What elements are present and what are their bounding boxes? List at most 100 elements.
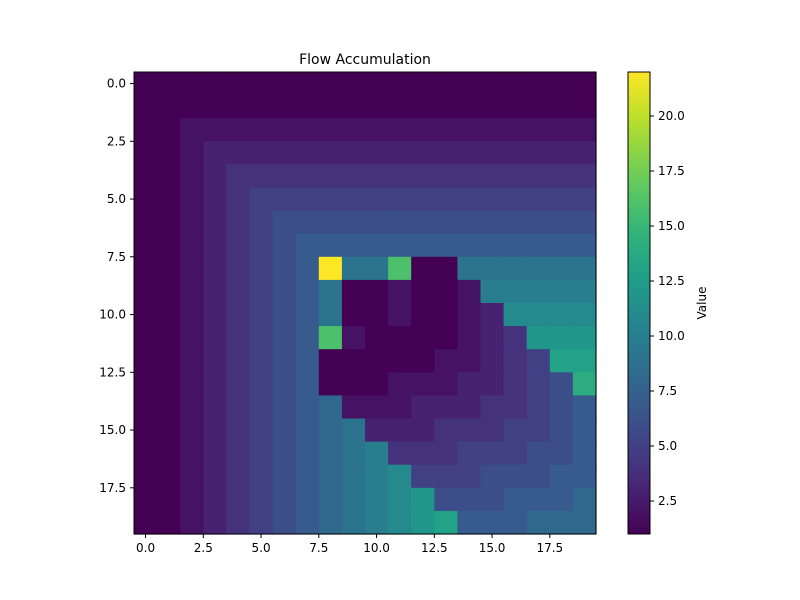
heatmap-cell — [411, 141, 435, 165]
heatmap-cell — [480, 372, 505, 396]
heatmap-cell — [526, 372, 551, 396]
heatmap-cell — [180, 372, 204, 396]
heatmap-cell — [295, 256, 320, 281]
heatmap-cell — [526, 256, 551, 281]
heatmap-cell — [503, 256, 528, 281]
heatmap-cell — [341, 326, 366, 350]
colorbar-label: Value — [695, 287, 709, 320]
heatmap-cell — [272, 303, 297, 327]
heatmap-cell — [457, 372, 482, 396]
heatmap-cell — [365, 303, 389, 327]
heatmap-cell — [480, 187, 505, 212]
heatmap-cell — [341, 395, 366, 420]
heatmap-cell — [434, 303, 458, 327]
heatmap-cell — [365, 487, 389, 512]
heatmap-cell — [180, 464, 204, 489]
heatmap-cell — [549, 395, 574, 420]
heatmap-cell — [526, 233, 551, 258]
heatmap-cell — [272, 256, 297, 281]
heatmap-cell — [157, 141, 181, 165]
heatmap-cell — [457, 72, 482, 96]
heatmap-cell — [134, 187, 158, 212]
heatmap-cell — [249, 279, 274, 304]
heatmap-cell — [365, 233, 389, 258]
heatmap-cell — [388, 118, 412, 142]
heatmap-cell — [411, 256, 435, 281]
heatmap-cell — [295, 233, 320, 258]
heatmap-cell — [180, 395, 204, 420]
heatmap-cell — [365, 441, 389, 466]
heatmap-cell — [341, 95, 366, 119]
x-tick-label: 10.0 — [363, 541, 390, 555]
heatmap-cell — [434, 418, 458, 443]
heatmap-cell — [388, 233, 412, 258]
heatmap-cell — [272, 441, 297, 466]
heatmap-cell — [549, 118, 574, 142]
heatmap-cell — [434, 372, 458, 396]
heatmap-cell — [503, 279, 528, 304]
heatmap-cell — [180, 164, 204, 189]
heatmap-cell — [318, 95, 343, 119]
heatmap-cell — [388, 187, 412, 212]
heatmap-cell — [503, 510, 528, 535]
heatmap-cell — [572, 441, 597, 466]
heatmap-cell — [180, 187, 204, 212]
heatmap-cell — [549, 72, 574, 96]
heatmap-cell — [572, 395, 597, 420]
heatmap-cell — [134, 118, 158, 142]
x-tick-label: 15.0 — [479, 541, 506, 555]
heatmap-cell — [203, 326, 227, 350]
heatmap-cell — [388, 303, 412, 327]
x-tick-label: 17.5 — [536, 541, 563, 555]
heatmap-cell — [341, 464, 366, 489]
heatmap-cell — [295, 187, 320, 212]
heatmap-cell — [318, 395, 343, 420]
heatmap-cell — [295, 418, 320, 443]
heatmap-cell — [503, 464, 528, 489]
heatmap-cell — [365, 418, 389, 443]
heatmap-cell — [157, 95, 181, 119]
heatmap-cell — [134, 95, 158, 119]
heatmap-cell — [365, 72, 389, 96]
heatmap-cell — [157, 349, 181, 373]
heatmap-cell — [549, 487, 574, 512]
heatmap-cell — [388, 95, 412, 119]
heatmap-cell — [503, 326, 528, 350]
heatmap-cell — [411, 72, 435, 96]
heatmap-cell — [388, 372, 412, 396]
y-tick-label: 0.0 — [107, 77, 126, 91]
heatmap-cell — [411, 326, 435, 350]
heatmap-cell — [365, 141, 389, 165]
heatmap-cell — [503, 349, 528, 373]
heatmap-cell — [318, 303, 343, 327]
heatmap-cell — [272, 418, 297, 443]
heatmap-cell — [134, 303, 158, 327]
heatmap-cell — [226, 233, 251, 258]
heatmap-cell — [226, 164, 251, 189]
heatmap-cell — [572, 279, 597, 304]
heatmap-cell — [180, 510, 204, 535]
heatmap-cell — [134, 210, 158, 235]
heatmap-cell — [180, 95, 204, 119]
heatmap-cell — [157, 326, 181, 350]
heatmap-cell — [134, 326, 158, 350]
heatmap-cell — [249, 441, 274, 466]
heatmap-cell — [318, 487, 343, 512]
heatmap-cell — [134, 279, 158, 304]
heatmap-cell — [549, 326, 574, 350]
heatmap-cell — [341, 349, 366, 373]
heatmap-cell — [295, 210, 320, 235]
heatmap-cell — [434, 464, 458, 489]
heatmap-cell — [480, 279, 505, 304]
heatmap-cell — [272, 279, 297, 304]
heatmap-cell — [572, 303, 597, 327]
heatmap-cell — [526, 164, 551, 189]
heatmap-cell — [318, 510, 343, 535]
heatmap-cell — [134, 372, 158, 396]
heatmap-cell — [457, 418, 482, 443]
heatmap-cell — [526, 303, 551, 327]
heatmap-cell — [272, 210, 297, 235]
heatmap-cell — [203, 95, 227, 119]
heatmap-cell — [411, 164, 435, 189]
